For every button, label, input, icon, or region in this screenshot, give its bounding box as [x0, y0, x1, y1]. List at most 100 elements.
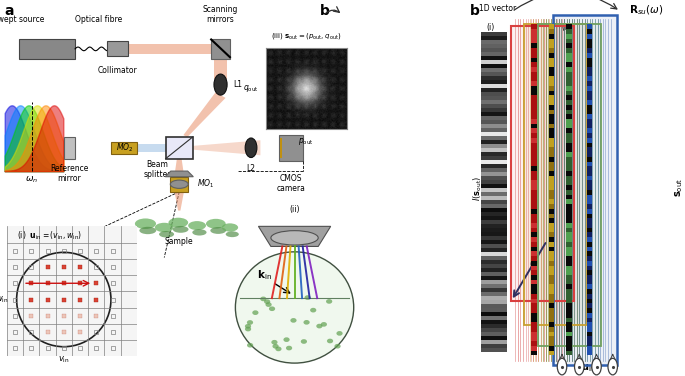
- Bar: [553, 15, 617, 365]
- Ellipse shape: [214, 74, 227, 95]
- Bar: [532, 303, 536, 308]
- Text: $MO_2$: $MO_2$: [116, 141, 133, 154]
- Bar: [566, 100, 571, 105]
- Bar: [532, 280, 536, 284]
- Bar: [566, 114, 571, 119]
- Text: Optical fibre: Optical fibre: [75, 15, 122, 24]
- Bar: [587, 289, 592, 294]
- Bar: [566, 185, 571, 190]
- Bar: [587, 138, 592, 143]
- Bar: [481, 120, 507, 124]
- Bar: [566, 91, 571, 96]
- Ellipse shape: [260, 297, 266, 301]
- Bar: [532, 317, 536, 322]
- Bar: [532, 152, 536, 157]
- Polygon shape: [258, 226, 331, 246]
- Bar: [566, 214, 571, 218]
- Bar: [549, 81, 554, 86]
- Text: b: b: [471, 4, 480, 18]
- Bar: [566, 275, 571, 280]
- Bar: [566, 218, 571, 223]
- Bar: [566, 204, 571, 209]
- Bar: [549, 24, 554, 29]
- Bar: [549, 256, 554, 261]
- Bar: [566, 289, 571, 294]
- Circle shape: [575, 358, 584, 375]
- Bar: [587, 214, 592, 218]
- Text: Collimator: Collimator: [97, 66, 137, 75]
- Bar: [481, 148, 507, 152]
- Bar: [532, 209, 536, 214]
- Bar: [587, 105, 592, 109]
- Bar: [566, 265, 571, 270]
- Bar: [587, 322, 592, 327]
- Bar: [549, 299, 554, 303]
- Bar: [481, 56, 507, 60]
- Bar: [549, 247, 554, 251]
- Bar: [481, 96, 507, 100]
- Bar: [566, 303, 571, 308]
- Text: $w_\mathrm{in}$: $w_\mathrm{in}$: [0, 294, 8, 305]
- Bar: [566, 24, 571, 29]
- Text: 1D vector: 1D vector: [479, 4, 516, 13]
- Bar: [566, 176, 571, 180]
- Text: Reference
mirror: Reference mirror: [50, 164, 88, 183]
- Bar: [481, 188, 507, 192]
- Bar: [511, 26, 574, 301]
- Bar: [587, 38, 592, 43]
- Text: a: a: [5, 4, 14, 18]
- Polygon shape: [165, 171, 193, 177]
- Bar: [549, 317, 554, 322]
- Bar: [549, 242, 554, 247]
- Bar: [549, 124, 554, 129]
- Bar: [532, 313, 536, 317]
- Bar: [549, 180, 554, 185]
- Text: $p_\mathrm{out}$: $p_\mathrm{out}$: [299, 136, 314, 147]
- Bar: [549, 100, 554, 105]
- Bar: [481, 256, 507, 260]
- Ellipse shape: [173, 226, 188, 233]
- Bar: [481, 320, 507, 324]
- Bar: [481, 156, 507, 160]
- Polygon shape: [114, 144, 166, 152]
- Bar: [587, 43, 592, 48]
- Bar: [481, 64, 507, 68]
- Bar: [566, 119, 571, 124]
- Bar: [549, 38, 554, 43]
- Bar: [587, 313, 592, 317]
- Bar: [549, 313, 554, 317]
- Bar: [481, 332, 507, 335]
- Bar: [587, 332, 592, 337]
- Bar: [532, 194, 536, 199]
- Bar: [532, 157, 536, 162]
- FancyBboxPatch shape: [279, 135, 303, 161]
- Ellipse shape: [269, 306, 275, 311]
- Bar: [566, 43, 571, 48]
- Bar: [481, 68, 507, 72]
- Bar: [566, 105, 571, 109]
- Ellipse shape: [169, 218, 188, 227]
- Bar: [549, 322, 554, 327]
- Bar: [549, 161, 554, 166]
- Bar: [549, 105, 554, 109]
- Ellipse shape: [159, 231, 174, 238]
- Bar: [511, 26, 574, 301]
- Bar: [481, 184, 507, 188]
- Bar: [481, 271, 507, 276]
- Ellipse shape: [290, 318, 297, 323]
- Text: L1: L1: [233, 80, 242, 89]
- Bar: [549, 76, 554, 81]
- Bar: [481, 340, 507, 344]
- Bar: [566, 128, 571, 133]
- Bar: [532, 332, 536, 337]
- Bar: [532, 242, 536, 247]
- Ellipse shape: [252, 310, 258, 315]
- Bar: [481, 315, 507, 320]
- Bar: [532, 223, 536, 228]
- Bar: [587, 24, 592, 29]
- Bar: [549, 58, 554, 62]
- Bar: [587, 275, 592, 280]
- Ellipse shape: [245, 324, 251, 329]
- Bar: [481, 88, 507, 92]
- Bar: [566, 270, 571, 275]
